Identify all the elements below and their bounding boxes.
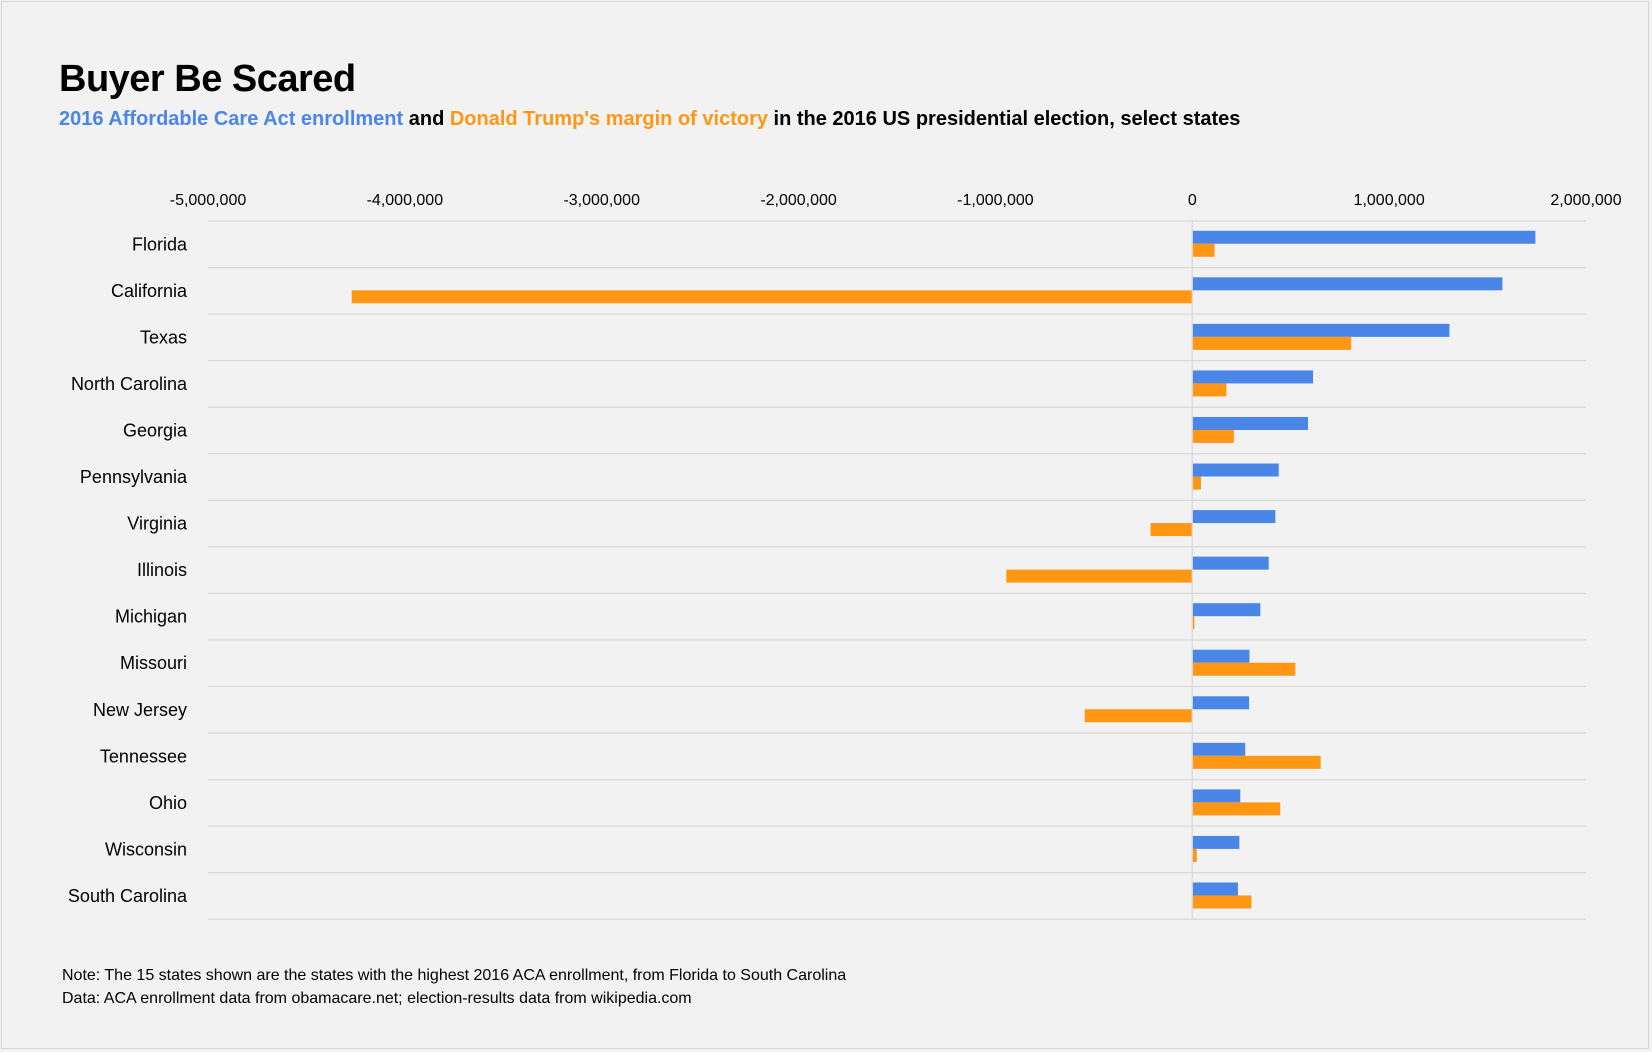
enrollment-bar	[1192, 510, 1276, 524]
category-label: South Carolina	[68, 886, 188, 906]
margin-bar	[1192, 476, 1202, 490]
x-tick-label: -2,000,000	[760, 192, 837, 209]
category-label: Illinois	[137, 560, 187, 580]
enrollment-bar	[1192, 789, 1241, 803]
category-label: Florida	[132, 234, 188, 254]
subtitle-margin-label: Donald Trump's margin of victory	[449, 108, 768, 130]
margin-bar	[1084, 709, 1193, 723]
enrollment-bar	[1192, 370, 1314, 384]
enrollment-bar	[1192, 882, 1238, 896]
subtitle-enrollment-label: 2016 Affordable Care Act enrollment	[59, 108, 404, 130]
category-label: California	[111, 281, 188, 301]
category-label: Wisconsin	[105, 839, 187, 859]
chart-subtitle: 2016 Affordable Care Act enrollment and …	[59, 108, 1240, 131]
enrollment-bar	[1192, 556, 1269, 570]
enrollment-bar	[1192, 649, 1250, 663]
margin-bar	[1192, 336, 1352, 350]
category-label: Virginia	[127, 514, 188, 534]
subtitle-and-label: and	[403, 108, 450, 130]
enrollment-bar	[1192, 835, 1240, 849]
margin-bar	[1192, 662, 1296, 676]
chart-notes: Note: The 15 states shown are the states…	[62, 964, 846, 1010]
x-tick-label: 1,000,000	[1354, 192, 1425, 209]
x-tick-label: 0	[1188, 192, 1197, 209]
category-label: Pennsylvania	[80, 467, 188, 487]
enrollment-bar	[1192, 696, 1250, 710]
margin-bar	[1192, 802, 1281, 816]
margin-bar	[1150, 523, 1193, 537]
category-label: North Carolina	[71, 374, 188, 394]
margin-bar	[1192, 848, 1197, 862]
margin-bar	[1192, 895, 1252, 909]
note-text: Note: The 15 states shown are the states…	[62, 967, 847, 984]
margin-bar	[1006, 569, 1193, 583]
data-source-text: Data: ACA enrollment data from obamacare…	[62, 990, 692, 1007]
category-label: Tennessee	[100, 746, 187, 766]
enrollment-bar	[1192, 603, 1261, 617]
category-label: New Jersey	[93, 700, 187, 720]
x-tick-label: -4,000,000	[367, 192, 444, 209]
margin-bar	[1192, 616, 1195, 630]
x-tick-label: 2,000,000	[1550, 192, 1621, 209]
enrollment-bar	[1192, 742, 1246, 756]
category-label: Texas	[140, 327, 187, 347]
enrollment-bar	[1192, 416, 1309, 430]
subtitle-rest-label: in the 2016 US presidential election, se…	[767, 108, 1241, 130]
enrollment-bar	[1192, 463, 1279, 477]
margin-bar	[1192, 755, 1321, 769]
category-label: Georgia	[123, 420, 188, 440]
chart-title: Buyer Be Scared	[59, 58, 356, 100]
margin-bar	[351, 290, 1193, 304]
x-tick-label: -5,000,000	[170, 192, 247, 209]
category-label: Michigan	[115, 607, 187, 627]
enrollment-bar	[1192, 323, 1450, 337]
margin-bar	[1192, 383, 1227, 397]
category-label: Ohio	[149, 793, 187, 813]
enrollment-bar	[1192, 277, 1503, 291]
x-tick-label: -1,000,000	[957, 192, 1034, 209]
enrollment-bar	[1192, 230, 1536, 244]
x-tick-label: -3,000,000	[563, 192, 640, 209]
margin-bar	[1192, 243, 1215, 257]
margin-bar	[1192, 429, 1234, 443]
category-label: Missouri	[120, 653, 187, 673]
